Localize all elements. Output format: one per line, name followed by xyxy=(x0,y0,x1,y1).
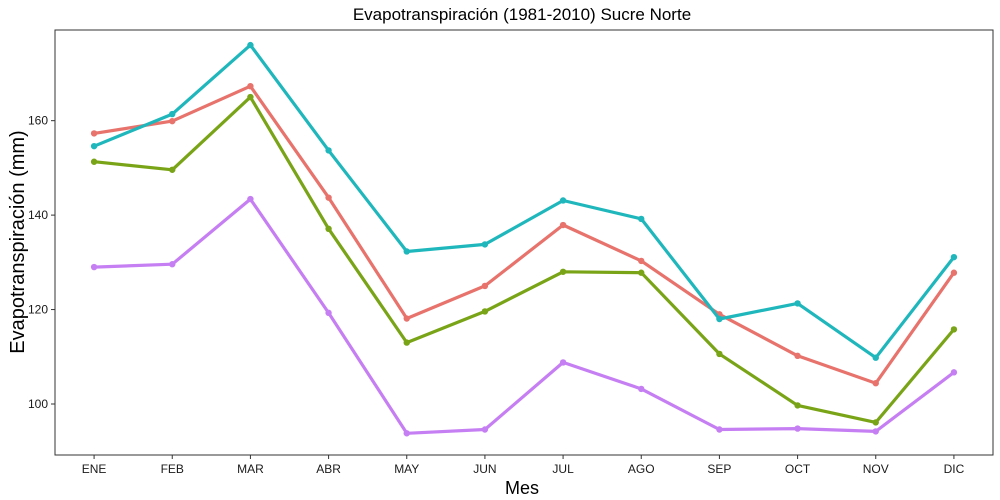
data-point xyxy=(559,197,567,204)
data-point xyxy=(247,93,254,101)
y-axis: 100 120 140 160 xyxy=(28,114,55,411)
data-point xyxy=(716,350,723,358)
plot-panel-border xyxy=(54,29,994,456)
x-tick-label: JUL xyxy=(552,462,574,476)
data-point xyxy=(169,166,176,173)
x-tick-label: FEB xyxy=(161,462,184,476)
data-point xyxy=(325,147,332,154)
data-point xyxy=(169,117,176,125)
data-point xyxy=(325,225,332,233)
data-point xyxy=(90,130,98,137)
x-tick-label: MAY xyxy=(394,462,419,476)
series-line-2 xyxy=(92,95,956,424)
data-point xyxy=(716,426,723,433)
data-point xyxy=(325,309,332,317)
data-point xyxy=(481,308,489,315)
y-tick-label: 120 xyxy=(28,303,48,317)
data-point xyxy=(247,41,254,49)
data-point xyxy=(90,158,98,165)
x-tick-label: ENE xyxy=(82,462,107,476)
y-axis-title: Evapotranspiración (mm) xyxy=(7,130,29,353)
x-tick-label: OCT xyxy=(785,462,811,476)
x-tick-label: SEP xyxy=(707,462,731,476)
data-point xyxy=(638,385,645,393)
data-point xyxy=(481,241,489,248)
data-point xyxy=(481,426,489,433)
data-point xyxy=(481,282,489,290)
x-tick-label: AGO xyxy=(628,462,655,476)
x-tick-label: ABR xyxy=(316,462,341,476)
series-layer xyxy=(90,41,958,437)
data-point xyxy=(247,195,254,203)
data-point xyxy=(559,221,567,229)
data-point xyxy=(794,402,801,409)
data-point xyxy=(950,269,958,276)
y-tick-label: 100 xyxy=(28,397,48,411)
x-tick-label: NOV xyxy=(863,462,889,476)
data-point xyxy=(638,269,645,276)
data-point xyxy=(872,419,879,426)
x-tick-label: JUN xyxy=(473,462,496,476)
series-line-4 xyxy=(92,197,956,435)
data-point xyxy=(169,110,176,118)
data-point xyxy=(638,257,645,265)
data-point xyxy=(169,261,176,268)
data-point xyxy=(794,352,801,360)
data-point xyxy=(325,194,332,201)
data-point xyxy=(794,300,801,307)
data-point xyxy=(950,253,958,261)
data-point xyxy=(247,82,254,90)
y-tick-label: 140 xyxy=(28,208,48,222)
data-point xyxy=(559,359,567,366)
data-point xyxy=(403,339,410,346)
data-point xyxy=(559,268,567,275)
data-point xyxy=(872,354,879,361)
data-point xyxy=(90,263,98,271)
x-axis: ENE FEB MAR ABR MAY JUN JUL AGO SEP OCT NOV DIC xyxy=(82,455,965,476)
data-point xyxy=(90,142,98,150)
x-tick-label: MAR xyxy=(237,462,264,476)
data-point xyxy=(403,248,410,255)
data-point xyxy=(872,380,879,387)
data-point xyxy=(872,428,879,435)
data-point xyxy=(403,430,410,437)
y-tick-label: 160 xyxy=(28,114,48,128)
series-line-3 xyxy=(92,43,956,360)
chart-title: Evapotranspiración (1981-2010) Sucre Nor… xyxy=(353,5,691,24)
x-axis-title: Mes xyxy=(505,478,539,498)
data-point xyxy=(794,425,801,432)
series-line-1 xyxy=(92,84,956,385)
data-point xyxy=(638,215,645,223)
data-point xyxy=(716,315,723,323)
data-point xyxy=(950,326,958,333)
data-point xyxy=(403,315,410,322)
data-point xyxy=(950,369,958,376)
x-tick-label: DIC xyxy=(944,462,965,476)
